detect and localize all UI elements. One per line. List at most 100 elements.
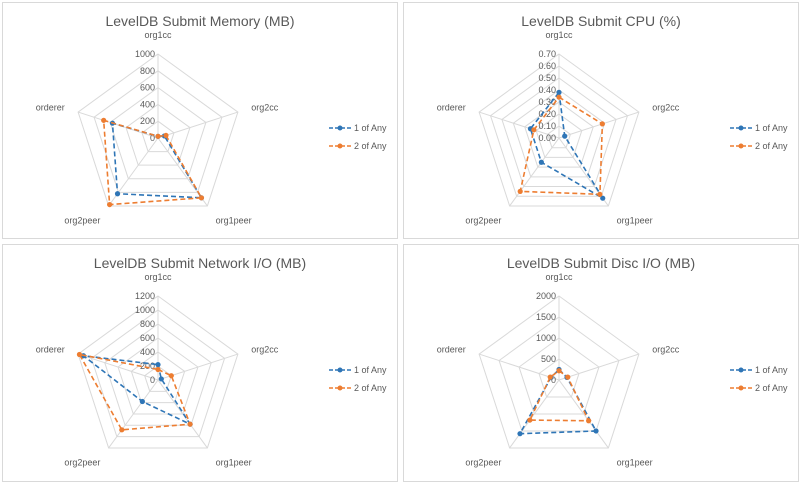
legend-marker-series-2 (730, 143, 752, 149)
radial-tick-label: 1000 (135, 305, 155, 315)
legend-marker-series-2 (329, 143, 351, 149)
legend-item-series-1: 1 of Any (730, 361, 788, 379)
radar-plot: 0 500 1000 1500 2000 org1cc org2cc org1peer org2… (437, 272, 680, 467)
radial-tick-label: 2000 (536, 291, 556, 301)
category-label-orderer: orderer (437, 103, 466, 113)
radar-plot: 0 200 400 600 800 1000 org1cc org2cc org1peer org… (36, 30, 279, 225)
radial-tick-label: 1000 (135, 49, 155, 59)
category-label-org2cc: org2cc (251, 103, 279, 113)
legend-marker-series-1 (730, 125, 752, 131)
grid-ring (501, 77, 617, 188)
series-line-2 (519, 96, 604, 196)
data-point-series-2-org2cc (163, 132, 169, 139)
data-point-series-2-orderer (101, 117, 107, 123)
data-point-series-2-org1cc (556, 94, 562, 100)
data-point-series-2-orderer (547, 374, 553, 380)
series-line-1 (529, 90, 604, 199)
legend-label: 1 of Any (354, 365, 387, 375)
radial-tick-label: 800 (140, 66, 155, 76)
data-point-series-2-org2peer (107, 201, 113, 208)
grid-ring (478, 53, 640, 207)
legend-item-series-1: 1 of Any (730, 119, 788, 137)
legend-marker-series-1 (730, 367, 752, 373)
grid-ring (93, 70, 223, 193)
data-point-series-2-org2peer (119, 427, 125, 433)
category-label-org2peer: org2peer (465, 215, 501, 225)
grid-ring (90, 309, 226, 438)
category-label-org1peer: org1peer (216, 457, 252, 467)
legend-label: 2 of Any (354, 383, 387, 393)
radial-tick-label: 1200 (135, 291, 155, 301)
grid-spoke (157, 379, 208, 449)
network-io-chart-panel: LevelDB Submit Network I/O (MB) 0 200 400 6… (2, 244, 398, 482)
data-point-series-1-org1cc (155, 362, 161, 368)
category-label-org1cc: org1cc (144, 30, 172, 40)
grid-ring (125, 103, 191, 166)
category-label-org1cc: org1cc (545, 272, 573, 282)
radial-tick-label: 0 (551, 375, 556, 385)
radar-plot: 0 200 400 600 800 1000 1200 org1cc org2cc org1pee… (36, 272, 279, 467)
grid-ring (117, 337, 199, 415)
data-point-series-2-orderer (531, 127, 537, 133)
data-point-series-2-org1peer (198, 195, 205, 201)
radial-tick-label: 200 (140, 116, 155, 126)
radial-tick-label: 1500 (536, 312, 556, 322)
radial-tick-label: 400 (140, 99, 155, 109)
radial-tick-label: 0 (150, 133, 155, 143)
radial-tick-label: 0.50 (538, 73, 556, 83)
category-label-org2cc: org2cc (251, 345, 279, 355)
legend-label: 2 of Any (755, 141, 788, 151)
category-label-org1cc: org1cc (545, 30, 573, 40)
category-label-org1cc: org1cc (144, 272, 172, 282)
grid-ring (524, 101, 594, 168)
radial-tick-label: 600 (140, 333, 155, 343)
data-point-series-1-org1peer (593, 428, 599, 434)
category-label-org2cc: org2cc (652, 345, 680, 355)
legend: 1 of Any 2 of Any (730, 361, 788, 397)
grid-ring (104, 323, 212, 426)
data-point-series-1-org2cc (562, 133, 568, 139)
data-point-series-1-org2cc (158, 376, 164, 382)
legend-item-series-2: 2 of Any (730, 137, 788, 155)
radial-tick-label: 0.00 (538, 133, 556, 143)
legend-item-series-2: 2 of Any (730, 379, 788, 397)
grid-ring (538, 358, 580, 398)
data-point-series-1-org1cc (556, 89, 562, 95)
grid-ring (130, 351, 186, 404)
grid-ring (109, 86, 207, 180)
grid-ring (546, 125, 572, 149)
radial-tick-label: 0.30 (538, 97, 556, 107)
radial-tick-label: 500 (541, 354, 556, 364)
data-point-series-1-org2peer (114, 191, 121, 197)
grid-ring (77, 295, 239, 449)
memory-chart-panel: LevelDB Submit Memory (MB) 0 200 400 600 800… (2, 2, 398, 239)
series-line-1 (518, 368, 598, 435)
data-point-series-1-org1peer (600, 195, 606, 201)
legend: 1 of Any 2 of Any (329, 119, 387, 155)
chart-title: LevelDB Submit Network I/O (MB) (93, 255, 307, 271)
data-point-series-2-org2cc (599, 121, 605, 127)
legend-item-series-2: 2 of Any (329, 137, 387, 155)
legend-marker-series-2 (730, 385, 752, 391)
legend-item-series-1: 1 of Any (329, 361, 387, 379)
category-label-orderer: orderer (36, 103, 65, 113)
grid-spoke (558, 379, 609, 449)
grid-spoke (509, 137, 560, 207)
radial-tick-label: 0.20 (538, 109, 556, 119)
data-point-series-2-org1cc (155, 366, 161, 373)
legend-item-series-1: 1 of Any (329, 119, 387, 137)
category-label-org2peer: org2peer (64, 215, 100, 225)
grid-spoke (558, 353, 640, 381)
data-point-series-2-org2cc (168, 373, 174, 379)
data-point-series-2-org1cc (155, 133, 161, 139)
legend-marker-series-2 (329, 385, 351, 391)
radial-tick-label: 400 (140, 347, 155, 357)
category-label-org2peer: org2peer (64, 457, 100, 467)
legend-label: 2 of Any (755, 383, 788, 393)
radial-tick-label: 0 (150, 375, 155, 385)
chart-title: LevelDB Submit Memory (MB) (105, 13, 295, 29)
data-point-series-2-org1peer (586, 418, 592, 424)
radial-tick-label: 0.10 (538, 121, 556, 131)
data-point-series-1-org2peer (538, 159, 544, 165)
data-point-series-1-org2peer (517, 431, 523, 437)
